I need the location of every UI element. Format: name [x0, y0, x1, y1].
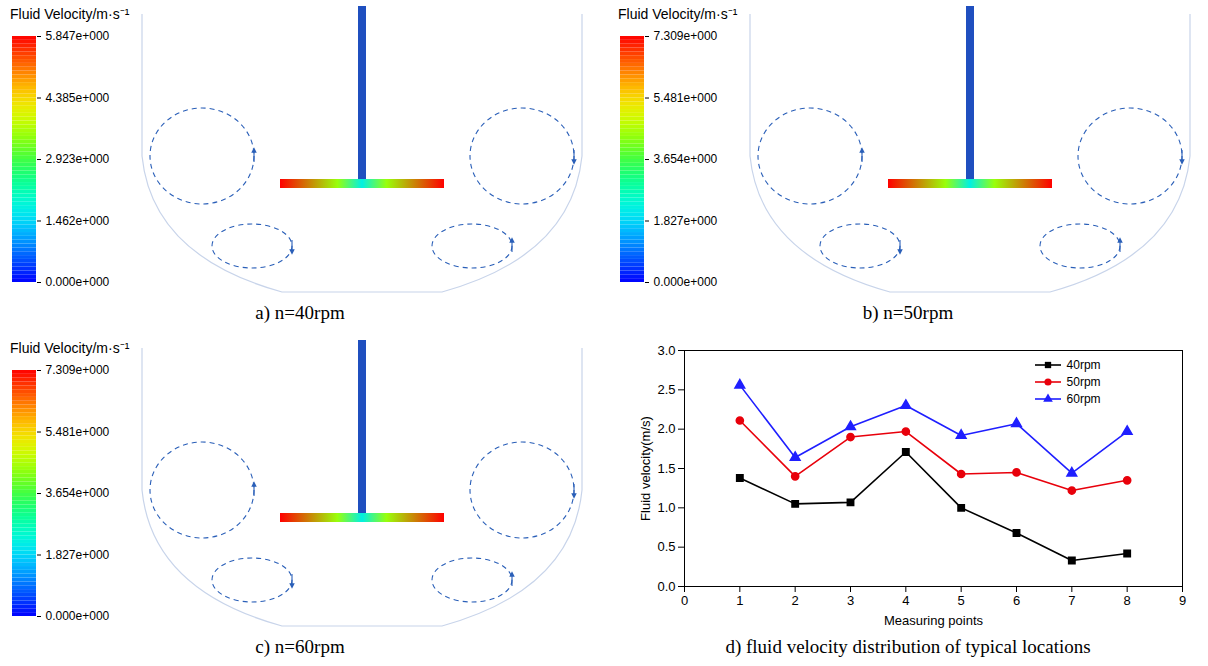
svg-text:0.0: 0.0 — [657, 579, 675, 594]
html-text:c) n=60rpm: c) n=60rpm — [255, 636, 345, 657]
svg-text:5: 5 — [958, 593, 965, 608]
svg-text:9: 9 — [1179, 593, 1186, 608]
svg-text:5.481e+000: 5.481e+000 — [654, 91, 718, 105]
svg-text:0.000e+000: 0.000e+000 — [46, 275, 110, 289]
svg-text:3.0: 3.0 — [657, 343, 675, 358]
svg-text:1: 1 — [736, 593, 743, 608]
svg-text:3: 3 — [847, 593, 854, 608]
svg-text:4.385e+000: 4.385e+000 — [46, 91, 110, 105]
svg-text:5.481e+000: 5.481e+000 — [46, 425, 110, 439]
svg-text:Measuring points: Measuring points — [884, 613, 983, 628]
svg-text:3.654e+000: 3.654e+000 — [654, 152, 718, 166]
svg-text:1.5: 1.5 — [657, 461, 675, 476]
svg-text:2.5: 2.5 — [657, 382, 675, 397]
svg-text:7.309e+000: 7.309e+000 — [654, 29, 718, 43]
svg-text:1.462e+000: 1.462e+000 — [46, 214, 110, 228]
svg-text:2: 2 — [792, 593, 799, 608]
svg-text:8: 8 — [1124, 593, 1131, 608]
svg-text:7.309e+000: 7.309e+000 — [46, 363, 110, 377]
html-text:Fluid Velocity/m·s⁻¹: Fluid Velocity/m·s⁻¹ — [10, 6, 130, 22]
html-text:60rpm: 60rpm — [1066, 391, 1101, 406]
svg-text:0: 0 — [681, 593, 688, 608]
html-text:b) n=50rpm: b) n=50rpm — [862, 302, 954, 323]
svg-text:1.827e+000: 1.827e+000 — [46, 548, 110, 562]
svg-text:1.827e+000: 1.827e+000 — [654, 214, 718, 228]
html-text:a) n=40rpm: a) n=40rpm — [255, 302, 345, 323]
svg-text:2.0: 2.0 — [657, 421, 675, 436]
svg-text:3.654e+000: 3.654e+000 — [46, 486, 110, 500]
svg-text:0.000e+000: 0.000e+000 — [46, 609, 110, 623]
html-text:50rpm: 50rpm — [1066, 374, 1101, 389]
svg-text:Fluid velocity(m/s): Fluid velocity(m/s) — [638, 416, 653, 521]
svg-text:7: 7 — [1068, 593, 1075, 608]
svg-text:0.000e+000: 0.000e+000 — [654, 275, 718, 289]
svg-text:1.0: 1.0 — [657, 500, 675, 515]
html-text:Fluid Velocity/m·s⁻¹: Fluid Velocity/m·s⁻¹ — [618, 6, 738, 22]
html-text:40rpm: 40rpm — [1066, 357, 1101, 372]
svg-text:0.5: 0.5 — [657, 539, 675, 554]
svg-text:6: 6 — [1013, 593, 1020, 608]
svg-text:5.847e+000: 5.847e+000 — [46, 29, 110, 43]
html-text:Fluid Velocity/m·s⁻¹: Fluid Velocity/m·s⁻¹ — [10, 340, 130, 356]
html-text:d) fluid velocity distribution: d) fluid velocity distribution of typica… — [725, 636, 1091, 657]
svg-text:2.923e+000: 2.923e+000 — [46, 152, 110, 166]
svg-text:4: 4 — [902, 593, 909, 608]
